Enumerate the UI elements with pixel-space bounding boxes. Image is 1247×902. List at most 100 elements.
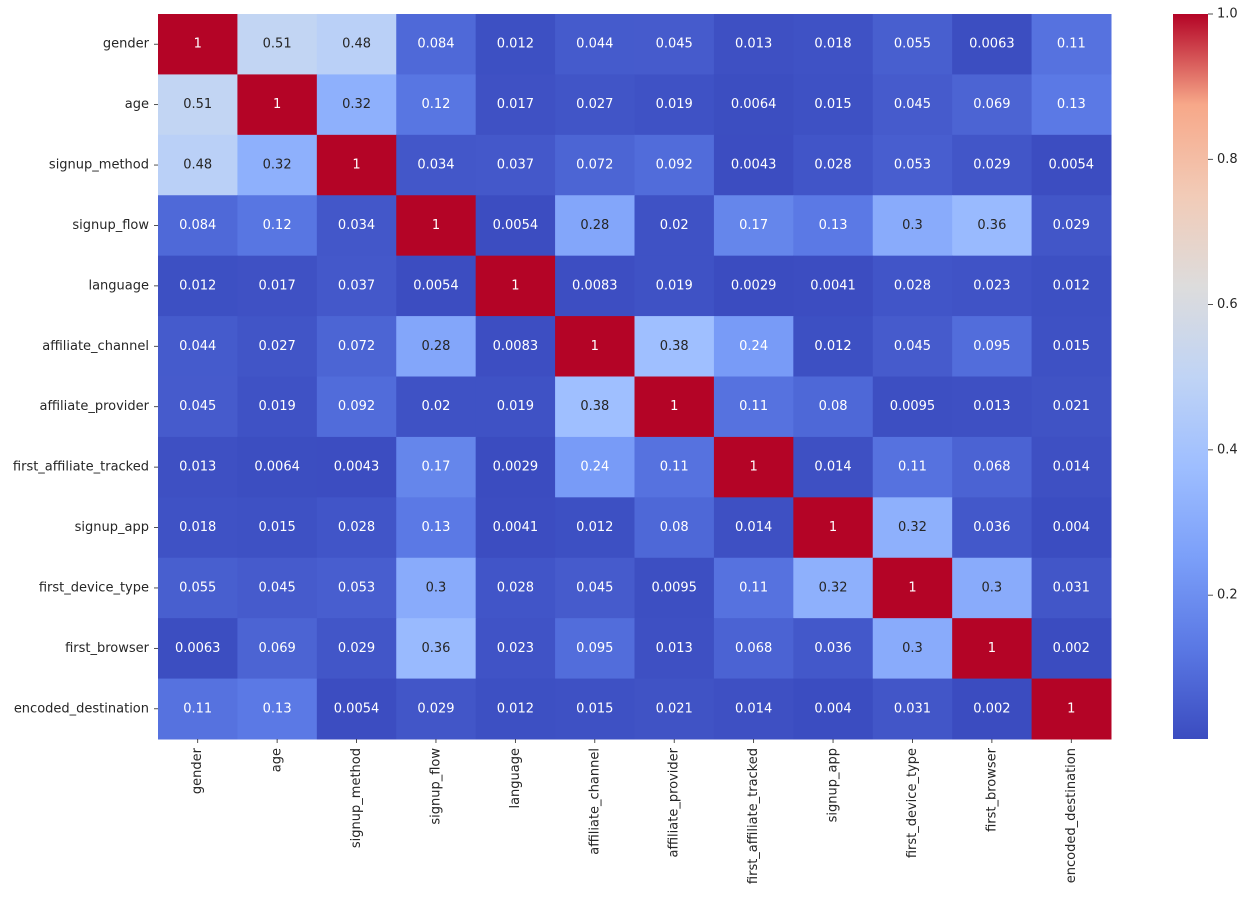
heatmap-cell — [952, 497, 1033, 559]
heatmap-cell-value: 0.068 — [973, 460, 1010, 475]
heatmap-cell — [475, 618, 556, 680]
heatmap-cell — [713, 618, 794, 680]
heatmap-cell-value: 0.0054 — [1049, 158, 1095, 173]
heatmap-cell — [793, 376, 874, 438]
heatmap-cell — [713, 195, 794, 257]
heatmap-cell — [634, 14, 715, 75]
heatmap-cell-value: 0.0095 — [890, 399, 936, 414]
heatmap-cell — [793, 497, 874, 559]
x-tick-label: signup_method — [349, 748, 364, 848]
heatmap-cell — [952, 678, 1033, 740]
heatmap-cell-value: 0.11 — [183, 701, 212, 716]
heatmap-cell-value: 0.36 — [421, 641, 450, 656]
heatmap-cell-value: 0.019 — [259, 399, 296, 414]
heatmap-cell-value: 0.069 — [259, 641, 296, 656]
heatmap-cell-value: 0.021 — [656, 701, 693, 716]
y-tick-label: signup_method — [49, 158, 149, 173]
colorbar-gradient — [1173, 14, 1208, 739]
heatmap-cell-value: 0.3 — [426, 580, 447, 595]
heatmap-cell-value: 0.3 — [982, 580, 1003, 595]
heatmap-cell-value: 0.031 — [894, 701, 931, 716]
heatmap-cell-value: 0.0064 — [731, 97, 777, 112]
heatmap-cell-value: 0.014 — [1053, 460, 1090, 475]
heatmap-cell — [952, 376, 1033, 438]
heatmap-cell-value: 0.028 — [894, 278, 931, 293]
heatmap-cell-value: 0.002 — [1053, 641, 1090, 656]
heatmap-cell — [952, 255, 1033, 317]
heatmap-cell-value: 0.017 — [497, 97, 534, 112]
heatmap-cell — [475, 74, 556, 136]
heatmap-cell — [396, 376, 477, 438]
y-tick-label: first_browser — [65, 641, 150, 656]
heatmap-annotations: 1 0.51 0.48 0.084 0.012 0.044 0.045 0.013 0.018 0… — [175, 37, 1094, 717]
heatmap-cell-value: 0.028 — [814, 158, 851, 173]
y-tick-label: gender — [103, 37, 150, 52]
heatmap-cell-value: 0.095 — [576, 641, 613, 656]
heatmap-cell — [872, 618, 953, 680]
heatmap-cell-value: 0.11 — [898, 460, 927, 475]
heatmap-cell — [158, 255, 238, 317]
heatmap-cell — [237, 134, 318, 196]
heatmap-cell — [237, 618, 318, 680]
heatmap-cell — [396, 497, 477, 559]
heatmap-cell-value: 0.029 — [338, 641, 375, 656]
heatmap-cell — [555, 618, 635, 680]
colorbar-tick-label: 0.8 — [1217, 152, 1238, 167]
heatmap-cell — [158, 436, 238, 498]
heatmap-cell — [316, 134, 397, 196]
heatmap-cell — [158, 557, 238, 619]
heatmap-cell-value: 0.32 — [263, 158, 292, 173]
heatmap-cell-value: 0.021 — [1053, 399, 1090, 414]
heatmap-cell — [1031, 678, 1112, 740]
heatmap-cell — [1031, 195, 1112, 257]
y-tick-label: affiliate_provider — [40, 399, 150, 414]
heatmap-cell-value: 0.037 — [497, 158, 534, 173]
heatmap-cells — [158, 14, 1112, 740]
heatmap-cell-value: 0.014 — [735, 520, 772, 535]
heatmap-cell-value: 0.51 — [263, 37, 292, 52]
heatmap-cell — [952, 134, 1033, 196]
heatmap-cell — [158, 376, 238, 438]
heatmap-cell-value: 0.0054 — [413, 278, 459, 293]
heatmap-cell-value: 0.11 — [1057, 37, 1086, 52]
heatmap-cell — [634, 316, 715, 377]
heatmap-cell — [158, 678, 238, 740]
heatmap-cell — [952, 195, 1033, 257]
heatmap-cell — [555, 497, 635, 559]
heatmap-cell — [316, 255, 397, 317]
heatmap-cell-value: 0.045 — [576, 580, 613, 595]
heatmap-cell — [872, 255, 953, 317]
heatmap-cell — [713, 376, 794, 438]
heatmap-cell-value: 0.019 — [656, 278, 693, 293]
heatmap-cell — [475, 195, 556, 257]
heatmap-cell-value: 0.28 — [421, 339, 450, 354]
heatmap-cell — [713, 74, 794, 136]
heatmap-cell-value: 0.044 — [576, 37, 613, 52]
heatmap-cell-value: 0.012 — [814, 339, 851, 354]
heatmap-cell — [713, 436, 794, 498]
heatmap-cell-value: 0.0095 — [651, 580, 697, 595]
heatmap-cell-value: 0.36 — [977, 218, 1006, 233]
heatmap-cell — [237, 678, 318, 740]
heatmap-cell-value: 0.13 — [421, 520, 450, 535]
heatmap-cell — [713, 255, 794, 317]
heatmap-cell — [713, 557, 794, 619]
heatmap-cell — [634, 255, 715, 317]
heatmap-cell — [396, 557, 477, 619]
heatmap-cell-value: 0.12 — [421, 97, 450, 112]
heatmap-cell-value: 0.027 — [576, 97, 613, 112]
heatmap-cell — [316, 618, 397, 680]
x-tick-label: age — [270, 748, 285, 772]
heatmap-cell — [316, 195, 397, 257]
heatmap-cell — [316, 497, 397, 559]
heatmap-cell — [872, 14, 953, 75]
heatmap-cell-value: 0.08 — [660, 520, 689, 535]
heatmap-cell — [634, 436, 715, 498]
heatmap-cell — [634, 195, 715, 257]
heatmap-cell — [237, 557, 318, 619]
heatmap-cell — [793, 74, 874, 136]
heatmap-cell-value: 1 — [988, 641, 996, 656]
heatmap-cell-value: 0.015 — [814, 97, 851, 112]
heatmap-cell-value: 1 — [749, 460, 757, 475]
